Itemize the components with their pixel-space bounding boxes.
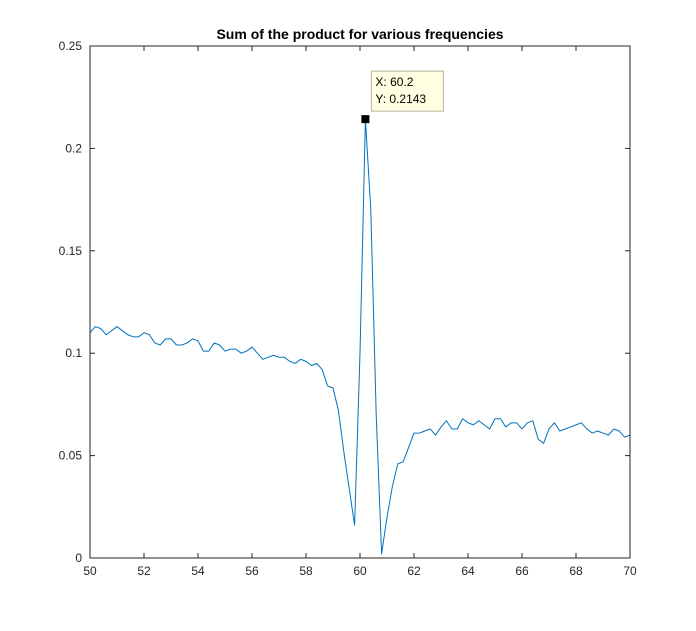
datatip-y-label: Y: 0.2143 <box>375 92 426 106</box>
x-tick-label: 64 <box>461 564 475 578</box>
x-tick-label: 58 <box>299 564 313 578</box>
x-tick-label: 66 <box>515 564 529 578</box>
y-tick-label: 0.25 <box>59 39 83 53</box>
datatip-box <box>370 70 444 112</box>
datatip[interactable]: X: 60.2 Y: 0.2143 <box>361 70 444 124</box>
x-tick-label: 62 <box>407 564 421 578</box>
x-tick-label: 52 <box>137 564 151 578</box>
x-tick-label: 60 <box>353 564 367 578</box>
axes-box <box>89 45 631 559</box>
x-tick-label: 54 <box>191 564 205 578</box>
chart-title: Sum of the product for various frequenci… <box>216 26 503 42</box>
x-tick-label: 56 <box>245 564 259 578</box>
plot-area <box>89 118 631 555</box>
datatip-x-label: X: 60.2 <box>375 75 413 89</box>
series-line <box>89 118 631 555</box>
y-tick-label: 0.15 <box>59 244 83 258</box>
y-tick-label: 0.05 <box>59 449 83 463</box>
axes-background <box>90 46 630 558</box>
y-axis-ticks: 0 0.05 0.1 0.15 0.2 0.25 <box>59 39 630 565</box>
y-tick-label: 0 <box>75 551 82 565</box>
x-axis-ticks: 50 52 54 56 58 60 62 64 66 68 70 <box>83 46 637 578</box>
x-tick-label: 50 <box>83 564 97 578</box>
x-tick-label: 68 <box>569 564 583 578</box>
y-tick-label: 0.2 <box>65 141 82 155</box>
y-tick-label: 0.1 <box>65 346 82 360</box>
datatip-marker[interactable] <box>361 115 370 124</box>
x-tick-label: 70 <box>623 564 637 578</box>
